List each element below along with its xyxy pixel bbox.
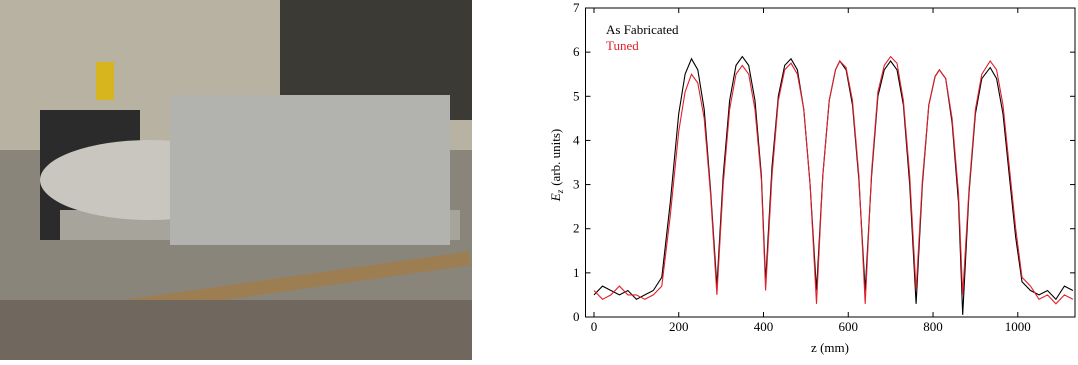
y-tick-label: 0: [573, 309, 580, 324]
photo: [0, 0, 472, 360]
x-tick-label: 0: [591, 319, 598, 334]
data-line: [593, 55, 1074, 305]
plot-frame: [585, 7, 1076, 318]
y-tick-label: 3: [573, 177, 580, 192]
y-tick-label: 1: [573, 265, 580, 280]
legend-entry: Tuned: [606, 38, 639, 53]
y-tick-label: 4: [573, 132, 580, 147]
x-tick-label: 200: [669, 319, 689, 334]
x-tick-label: 400: [754, 319, 774, 334]
x-tick-label: 800: [923, 319, 943, 334]
y-tick-label: 5: [573, 88, 580, 103]
y-tick-label: 6: [573, 44, 580, 59]
x-tick-label: 1000: [1005, 319, 1031, 334]
y-axis-label: Ez(arb. units): [548, 129, 565, 203]
x-axis-label: z (mm): [811, 340, 849, 355]
y-tick-label: 2: [573, 221, 580, 236]
x-tick-label: 600: [839, 319, 859, 334]
y-tick-label: 7: [573, 0, 580, 15]
legend-entry: As Fabricated: [606, 22, 679, 37]
